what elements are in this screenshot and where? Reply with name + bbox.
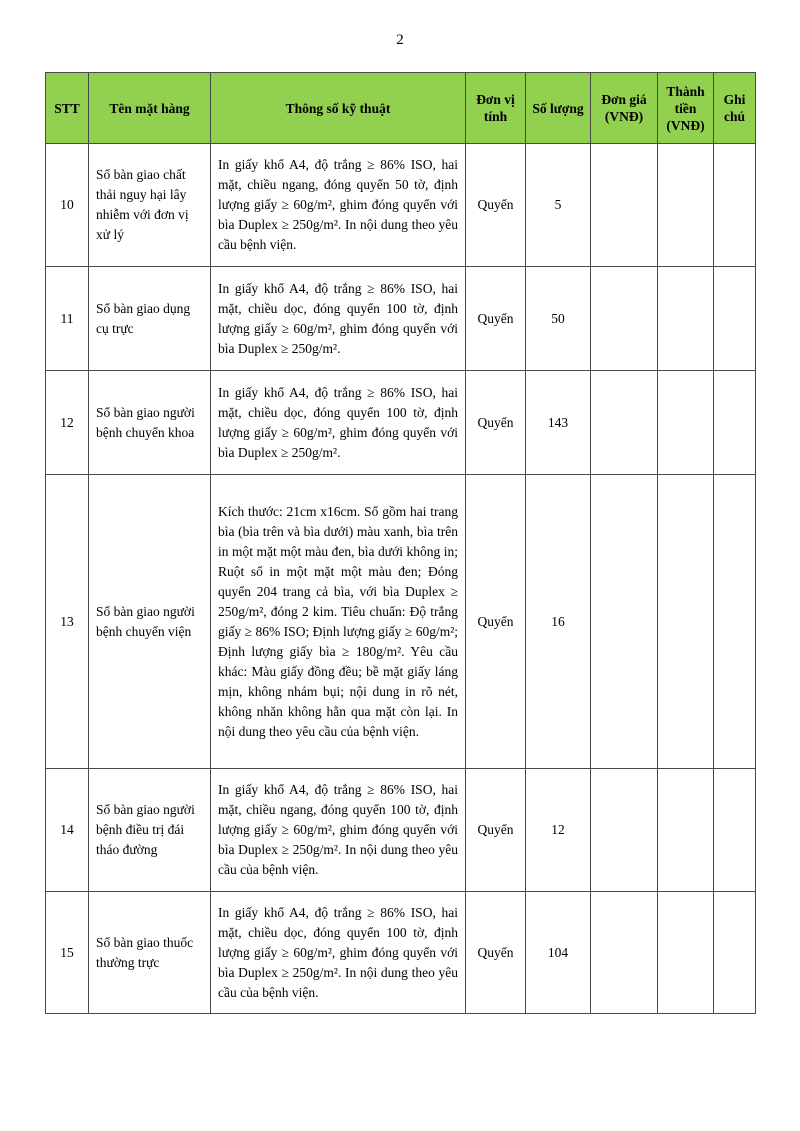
cell-don-gia (590, 768, 658, 892)
cell-stt: 10 (45, 143, 89, 267)
col-header-don-gia: Đơn giá (VNĐ) (590, 72, 658, 144)
cell-don-gia (590, 474, 658, 769)
cell-don-gia (590, 370, 658, 475)
cell-ghi-chu (713, 768, 756, 892)
cell-don-vi-tinh: Quyển (465, 143, 526, 267)
cell-so-luong: 50 (525, 266, 591, 371)
table-header: STT Tên mặt hàng Thông số kỹ thuật Đơn v… (45, 72, 756, 144)
cell-ghi-chu (713, 370, 756, 475)
cell-thong-so-ky-thuat: In giấy khổ A4, độ trắng ≥ 86% ISO, hai … (210, 370, 466, 475)
col-header-thong-so-ky-thuat: Thông số kỹ thuật (210, 72, 466, 144)
cell-don-vi-tinh: Quyển (465, 266, 526, 371)
cell-stt: 14 (45, 768, 89, 892)
cell-thanh-tien (657, 768, 714, 892)
cell-stt: 12 (45, 370, 89, 475)
cell-thong-so-ky-thuat: Kích thước: 21cm x16cm. Sổ gồm hai trang… (210, 474, 466, 769)
table-row: 10 Sổ bàn giao chất thải nguy hại lây nh… (45, 143, 756, 267)
cell-thanh-tien (657, 474, 714, 769)
cell-ghi-chu (713, 474, 756, 769)
cell-ten-mat-hang: Sổ bàn giao người bệnh chuyển viện (88, 474, 211, 769)
cell-thanh-tien (657, 143, 714, 267)
cell-so-luong: 143 (525, 370, 591, 475)
cell-don-gia (590, 266, 658, 371)
cell-so-luong: 16 (525, 474, 591, 769)
page-number: 2 (396, 32, 404, 48)
table-row: 12 Sổ bàn giao người bệnh chuyển khoa In… (45, 370, 756, 475)
col-header-thanh-tien: Thành tiền (VNĐ) (657, 72, 714, 144)
cell-don-vi-tinh: Quyển (465, 370, 526, 475)
col-header-ten-mat-hang: Tên mặt hàng (88, 72, 211, 144)
items-table: STT Tên mặt hàng Thông số kỹ thuật Đơn v… (45, 72, 756, 1014)
cell-ten-mat-hang: Sổ bàn giao chất thải nguy hại lây nhiễm… (88, 143, 211, 267)
cell-so-luong: 12 (525, 768, 591, 892)
col-header-don-vi-tinh: Đơn vị tính (465, 72, 526, 144)
cell-don-vi-tinh: Quyển (465, 768, 526, 892)
cell-thong-so-ky-thuat: In giấy khổ A4, độ trắng ≥ 86% ISO, hai … (210, 768, 466, 892)
table-row: 13 Sổ bàn giao người bệnh chuyển viện Kí… (45, 474, 756, 769)
col-header-stt: STT (45, 72, 89, 144)
cell-ghi-chu (713, 266, 756, 371)
cell-stt: 15 (45, 891, 89, 1014)
col-header-so-luong: Số lượng (525, 72, 591, 144)
cell-thong-so-ky-thuat: In giấy khổ A4, độ trắng ≥ 86% ISO, hai … (210, 891, 466, 1014)
cell-so-luong: 104 (525, 891, 591, 1014)
cell-ten-mat-hang: Sổ bàn giao người bệnh chuyển khoa (88, 370, 211, 475)
cell-stt: 13 (45, 474, 89, 769)
cell-don-gia (590, 143, 658, 267)
cell-don-vi-tinh: Quyển (465, 474, 526, 769)
cell-stt: 11 (45, 266, 89, 371)
table-row: 14 Sổ bàn giao người bệnh điều trị đái t… (45, 768, 756, 892)
cell-don-gia (590, 891, 658, 1014)
cell-thanh-tien (657, 891, 714, 1014)
cell-thanh-tien (657, 370, 714, 475)
cell-thong-so-ky-thuat: In giấy khổ A4, độ trắng ≥ 86% ISO, hai … (210, 143, 466, 267)
cell-so-luong: 5 (525, 143, 591, 267)
cell-ten-mat-hang: Sổ bàn giao dụng cụ trực (88, 266, 211, 371)
table-body: 10 Sổ bàn giao chất thải nguy hại lây nh… (45, 143, 756, 1014)
cell-thanh-tien (657, 266, 714, 371)
cell-thong-so-ky-thuat: In giấy khổ A4, độ trắng ≥ 86% ISO, hai … (210, 266, 466, 371)
cell-ghi-chu (713, 143, 756, 267)
cell-ten-mat-hang: Sổ bàn giao người bệnh điều trị đái tháo… (88, 768, 211, 892)
cell-don-vi-tinh: Quyển (465, 891, 526, 1014)
header-row: STT Tên mặt hàng Thông số kỹ thuật Đơn v… (45, 72, 756, 144)
cell-ghi-chu (713, 891, 756, 1014)
table-row: 15 Sổ bàn giao thuốc thường trực In giấy… (45, 891, 756, 1014)
col-header-ghi-chu: Ghi chú (713, 72, 756, 144)
cell-ten-mat-hang: Sổ bàn giao thuốc thường trực (88, 891, 211, 1014)
table-row: 11 Sổ bàn giao dụng cụ trực In giấy khổ … (45, 266, 756, 371)
